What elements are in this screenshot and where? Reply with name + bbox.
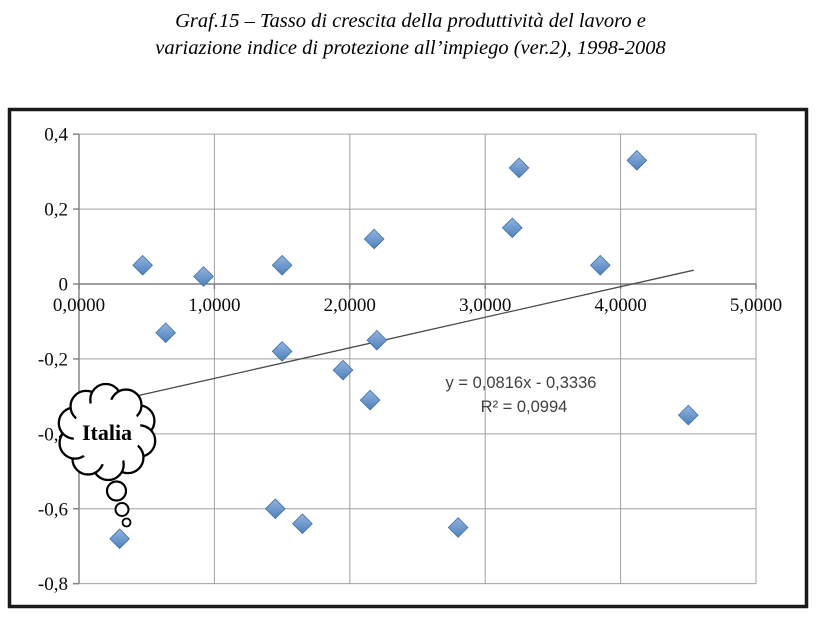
data-point-marker: [508, 157, 530, 179]
thought-bubble-medium: [114, 502, 130, 517]
r-squared-label: R² = 0,0994: [481, 398, 568, 416]
chart-frame: [7, 107, 809, 609]
y-tick-label: 0: [59, 275, 69, 296]
data-point-marker: [264, 498, 286, 520]
thought-bubble-small: [121, 517, 132, 528]
y-tick-label: 0,2: [44, 200, 68, 221]
data-point-marker: [155, 322, 177, 344]
x-tick-label: 0,0000: [53, 295, 105, 316]
data-point-marker: [271, 254, 293, 276]
y-tick-label: -0,2: [38, 349, 68, 370]
data-point-marker: [366, 329, 388, 351]
data-point-marker: [501, 217, 523, 239]
x-tick-label: 5,0000: [730, 295, 782, 316]
data-point-marker: [589, 254, 611, 276]
data-point-marker: [271, 341, 293, 362]
data-point-marker: [677, 404, 699, 426]
data-point-marker: [193, 266, 214, 287]
y-tick-label: -0,6: [38, 499, 68, 520]
data-point-marker: [363, 228, 385, 250]
cloud-body: [73, 399, 141, 465]
trendline: [128, 269, 694, 399]
x-tick-label: 1,0000: [188, 295, 240, 316]
italia-cloud-callout: Italia: [57, 382, 157, 528]
y-tick-label: -0,8: [38, 574, 68, 595]
data-point-marker: [359, 389, 381, 411]
x-tick-label: 4,0000: [594, 295, 646, 316]
thought-bubble-large: [105, 480, 128, 502]
data-point-marker: [292, 513, 313, 535]
data-point-marker: [132, 254, 154, 276]
data-point-marker: [332, 359, 354, 381]
chart-title: Graf.15 – Tasso di crescita della produt…: [0, 8, 821, 62]
trendline-equation: y = 0,0816x - 0,3336: [446, 374, 597, 392]
chart-title-line1: Graf.15 – Tasso di crescita della produt…: [175, 10, 646, 32]
x-tick-label: 2,0000: [324, 295, 376, 316]
y-tick-label: 0,4: [44, 125, 68, 146]
data-point-marker: [109, 528, 130, 550]
data-point-marker: [447, 517, 469, 538]
chart-title-line2: variazione indice di protezione all’impi…: [155, 37, 666, 59]
x-tick-label: 3,0000: [459, 295, 511, 316]
data-point-marker: [626, 150, 648, 171]
italia-cloud-label: Italia: [82, 420, 132, 445]
